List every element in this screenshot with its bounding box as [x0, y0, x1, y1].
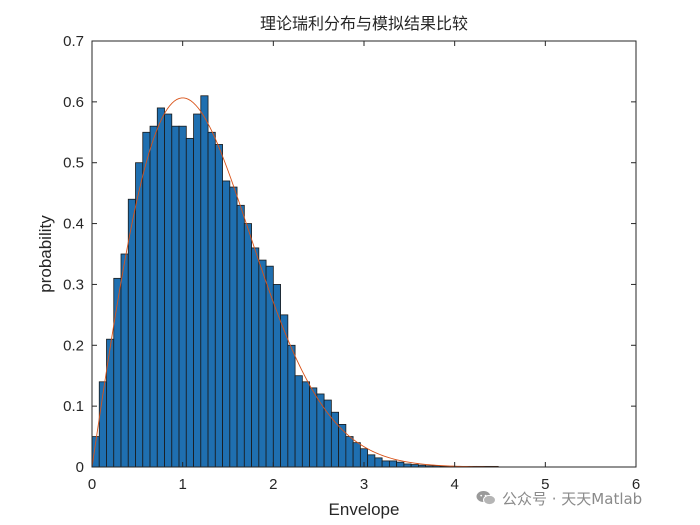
histogram-bar [396, 461, 405, 468]
histogram-bar [214, 144, 223, 468]
histogram-bar [229, 186, 238, 468]
histogram-bar [178, 125, 187, 468]
watermark-text: 公众号 · 天天Matlab [502, 489, 643, 508]
histogram-bar [222, 180, 231, 468]
histogram-bar [142, 131, 151, 468]
y-tick-label: 0 [76, 459, 84, 476]
y-tick-label: 0.1 [63, 398, 84, 415]
histogram-bar [316, 393, 325, 468]
histogram-bar [149, 125, 158, 468]
wechat-icon [476, 491, 496, 506]
histogram-bar [381, 460, 390, 468]
histogram-bar [374, 457, 383, 468]
x-tick-label: 5 [541, 476, 549, 493]
y-tick-label: 0.5 [63, 155, 84, 172]
x-tick-label: 1 [178, 476, 186, 493]
histogram-bar [287, 344, 296, 468]
histogram-bar [164, 113, 173, 468]
histogram-bar [388, 460, 398, 468]
y-axis-label: probability [36, 215, 55, 293]
histogram-bar [258, 259, 267, 468]
histogram-bar [243, 223, 252, 468]
histogram-bar [251, 247, 260, 468]
histogram-bar [185, 137, 194, 468]
histogram-bar [127, 198, 136, 468]
x-tick-label: 4 [450, 476, 458, 493]
x-tick-label: 0 [88, 476, 96, 493]
histogram-bar [113, 277, 122, 468]
histogram-bar [345, 436, 354, 468]
histogram-bar [338, 423, 347, 468]
y-tick-label: 0.3 [63, 276, 84, 293]
plot-area: 0 1 2 3 4 5 6 0 0.1 0.2 0.3 0.4 0.5 0.6 0.7 [63, 33, 640, 493]
histogram-bar [309, 387, 318, 468]
histogram-bar [301, 381, 311, 468]
histogram-bar [352, 442, 361, 468]
watermark: 公众号 · 天天Matlab [476, 486, 642, 510]
x-tick-label: 2 [269, 476, 277, 493]
histogram-bar [236, 204, 245, 468]
histogram-bar [367, 454, 376, 468]
histogram-bar [120, 253, 129, 468]
y-axis: 0 0.1 0.2 0.3 0.4 0.5 0.6 0.7 [63, 33, 636, 476]
histogram-bar [294, 375, 303, 468]
x-tick-label: 3 [360, 476, 368, 493]
x-axis: 0 1 2 3 4 5 6 [88, 41, 640, 493]
histogram-bar [330, 411, 340, 468]
x-axis-label: Envelope [329, 500, 400, 519]
histogram-bar [106, 338, 115, 468]
histogram-bar [171, 125, 180, 468]
histogram-bar [135, 162, 144, 468]
histogram-bar [193, 113, 202, 468]
histogram-bar [265, 265, 274, 468]
histogram-bar [200, 95, 209, 468]
y-tick-label: 0.6 [63, 94, 84, 111]
y-tick-label: 0.4 [63, 216, 84, 233]
chart-title: 理论瑞利分布与模拟结果比较 [260, 14, 468, 33]
y-tick-label: 0.7 [63, 33, 84, 50]
x-tick-label: 6 [632, 476, 640, 493]
histogram-bar [156, 107, 165, 468]
histogram-bar [207, 131, 216, 468]
y-tick-label: 0.2 [63, 337, 84, 354]
